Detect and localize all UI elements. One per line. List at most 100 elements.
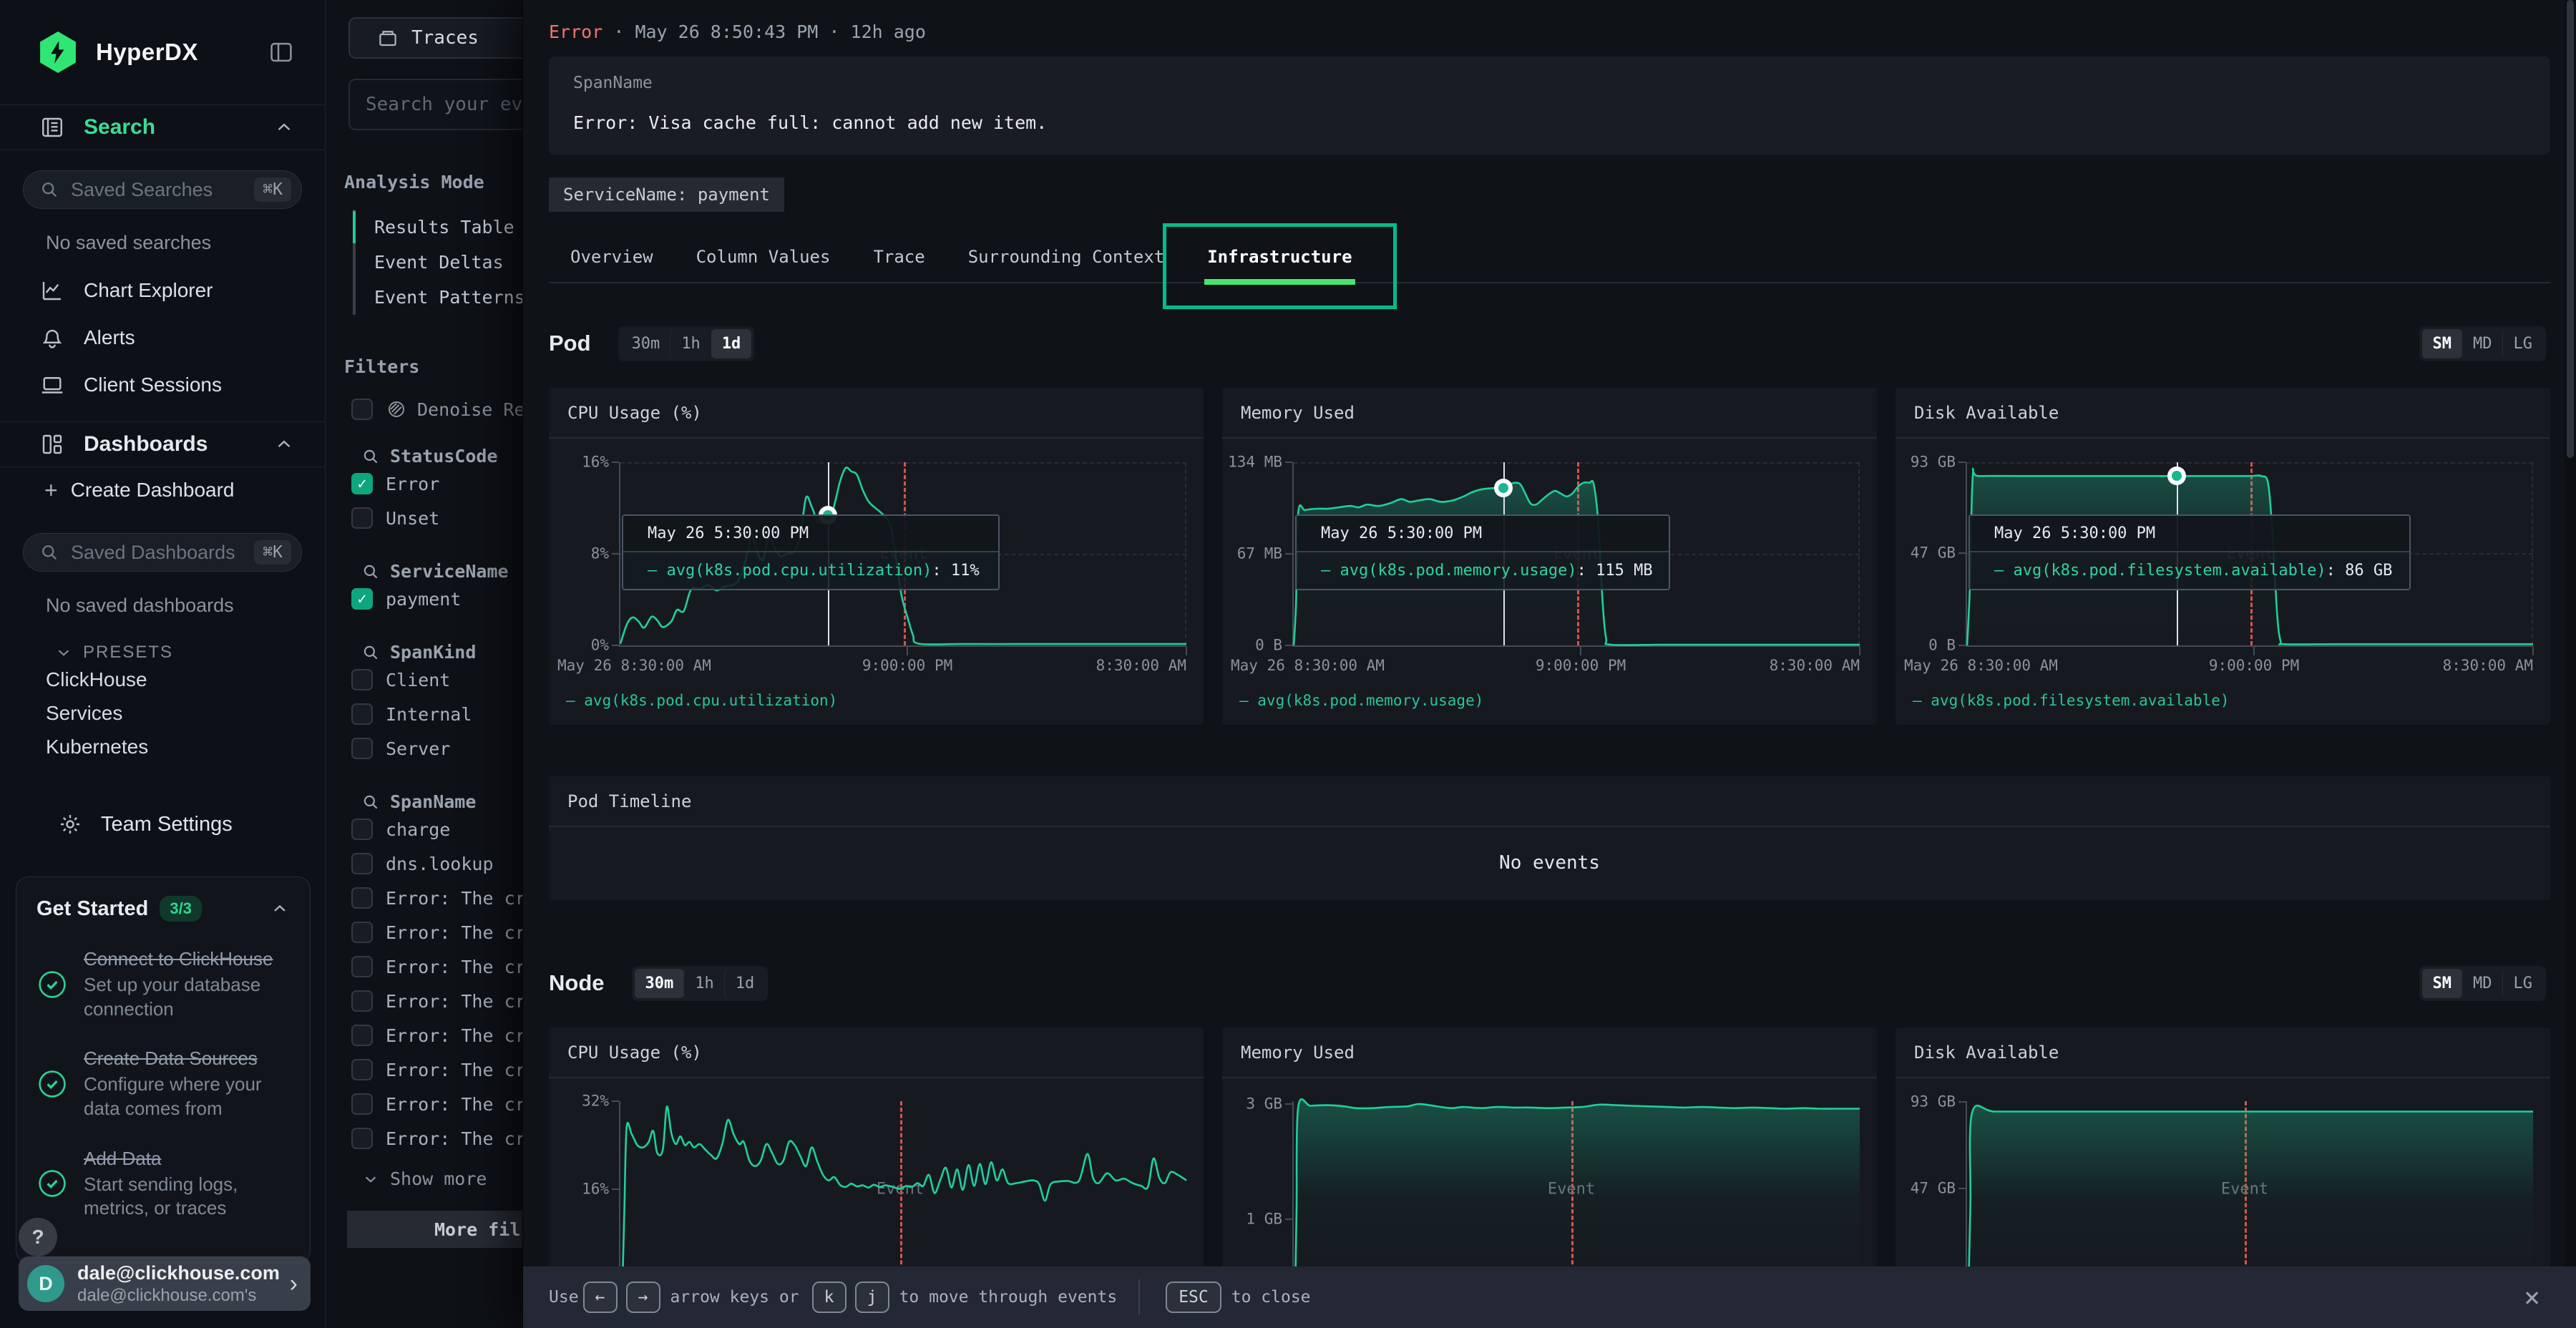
filter-option[interactable]: ✓ payment: [326, 582, 540, 616]
chart-plot-area[interactable]: Event: [612, 1100, 1187, 1266]
checkbox-unchecked[interactable]: [351, 738, 373, 759]
checkbox-unchecked[interactable]: [351, 703, 373, 725]
denoise-results-toggle[interactable]: Denoise Re: [351, 399, 540, 420]
scrollbar-thumb[interactable]: [2567, 0, 2574, 458]
checkbox-checked[interactable]: ✓: [351, 473, 373, 494]
segment-30m[interactable]: 30m: [634, 968, 685, 998]
search-icon[interactable]: [361, 447, 380, 466]
pod-memory-chart[interactable]: Memory Used Event May 26 5:30:00 PM — avg…: [1222, 388, 1877, 725]
analysis-mode-event-deltas[interactable]: Event Deltas: [356, 245, 540, 280]
segment-md[interactable]: MD: [2462, 329, 2503, 358]
checkbox-unchecked[interactable]: [351, 990, 373, 1012]
saved-dashboards-input[interactable]: Saved Dashboards ⌘K: [23, 533, 302, 572]
node-memory-chart[interactable]: Memory Used Event 3 GB 1 GB: [1222, 1027, 1877, 1266]
source-select[interactable]: Traces: [348, 17, 540, 59]
sidebar-preset-services[interactable]: Services: [0, 696, 325, 730]
segment-1h[interactable]: 1h: [670, 329, 711, 358]
analysis-mode-event-patterns[interactable]: Event Patterns: [356, 280, 540, 315]
checkbox-unchecked[interactable]: [351, 507, 373, 529]
checkbox-unchecked[interactable]: [351, 956, 373, 977]
filter-option[interactable]: Server: [326, 731, 540, 766]
chart-plot-area[interactable]: Event May 26 5:30:00 PM — avg(k8s.pod.fi…: [1958, 462, 2534, 655]
get-started-item[interactable]: Connect to ClickHouse Set up your databa…: [36, 947, 290, 1021]
search-icon[interactable]: [361, 643, 380, 662]
tab-overview[interactable]: Overview: [549, 232, 675, 282]
more-filters-button[interactable]: More fil: [347, 1211, 540, 1248]
checkbox-unchecked[interactable]: [351, 922, 373, 943]
segment-sm[interactable]: SM: [2421, 968, 2462, 998]
chart-plot-area[interactable]: Event May 26 5:30:00 PM — avg(k8s.pod.cp…: [612, 462, 1187, 655]
tab-column-values[interactable]: Column Values: [675, 232, 852, 282]
saved-dashboards-placeholder: Saved Dashboards: [71, 541, 235, 563]
event-search-input[interactable]: Search your ev: [348, 79, 540, 130]
search-icon[interactable]: [361, 562, 380, 581]
chart-plot-area[interactable]: Event: [1285, 1098, 1860, 1266]
filter-option[interactable]: Error: The cr: [326, 949, 540, 984]
checkbox-unchecked[interactable]: [351, 819, 373, 840]
segment-1d[interactable]: 1d: [725, 969, 766, 998]
presets-toggle[interactable]: PRESETS: [44, 643, 325, 663]
checkbox-unchecked[interactable]: [351, 1093, 373, 1115]
filter-option[interactable]: Error: The cr: [326, 915, 540, 949]
help-button[interactable]: ?: [19, 1218, 57, 1256]
filter-option[interactable]: Error: The cr: [326, 1121, 540, 1156]
filter-option[interactable]: Error: The cr: [326, 1087, 540, 1121]
analysis-mode-results-table[interactable]: Results Table: [353, 210, 540, 245]
tab-surrounding-context[interactable]: Surrounding Context: [947, 232, 1186, 282]
sidebar-item-team-settings[interactable]: Team Settings: [0, 801, 325, 848]
search-icon[interactable]: [361, 793, 380, 811]
chevron-up-icon[interactable]: [270, 899, 290, 919]
checkbox-unchecked[interactable]: [351, 669, 373, 690]
chart-plot-area[interactable]: Event: [1958, 1101, 2533, 1266]
filter-option[interactable]: Client: [326, 663, 540, 697]
pod-disk-chart[interactable]: Disk Available Event May 26 5:30:00 PM — …: [1896, 388, 2550, 725]
analysis-mode-label: Event Deltas: [374, 252, 504, 273]
segment-md[interactable]: MD: [2462, 969, 2503, 998]
checkbox-unchecked[interactable]: [351, 887, 373, 909]
filter-option[interactable]: dns.lookup: [326, 846, 540, 881]
filter-option[interactable]: Error: The cr: [326, 984, 540, 1018]
node-cpu-chart[interactable]: CPU Usage (%) Event 32% 16%: [549, 1027, 1204, 1266]
sidebar-preset-clickhouse[interactable]: ClickHouse: [0, 663, 325, 696]
tab-infrastructure[interactable]: Infrastructure: [1163, 223, 1397, 309]
show-more-toggle[interactable]: Show more: [351, 1168, 540, 1189]
collapse-sidebar-icon[interactable]: [268, 39, 295, 66]
sidebar-item-dashboards[interactable]: Dashboards: [0, 421, 325, 467]
sidebar-item-chart-explorer[interactable]: Chart Explorer: [0, 267, 325, 314]
checkbox-unchecked[interactable]: [351, 399, 373, 420]
checkbox-unchecked[interactable]: [351, 1128, 373, 1149]
checkbox-unchecked[interactable]: [351, 1025, 373, 1046]
service-name-tag[interactable]: ServiceName: payment: [549, 177, 784, 212]
checkbox-unchecked[interactable]: [351, 1059, 373, 1080]
sidebar-item-client-sessions[interactable]: Client Sessions: [0, 361, 325, 409]
filter-option[interactable]: Unset: [326, 501, 540, 535]
user-menu[interactable]: D dale@clickhouse.com dale@clickhouse.co…: [19, 1256, 311, 1311]
segment-lg[interactable]: LG: [2503, 969, 2544, 998]
filter-option[interactable]: Error: The cr: [326, 881, 540, 915]
filter-option[interactable]: Error: The cr: [326, 1053, 540, 1087]
checkbox-unchecked[interactable]: [351, 853, 373, 874]
sidebar-item-search[interactable]: Search: [0, 104, 325, 150]
segment-1d[interactable]: 1d: [711, 328, 752, 358]
filter-option[interactable]: ✓ Error: [326, 467, 540, 501]
node-disk-chart[interactable]: Disk Available Event 93 GB 47 GB: [1896, 1027, 2550, 1266]
get-started-item[interactable]: Add Data Start sending logs, metrics, or…: [36, 1147, 290, 1221]
saved-searches-input[interactable]: Saved Searches ⌘K: [23, 170, 302, 209]
scrollbar[interactable]: [2565, 0, 2576, 1266]
get-started-item[interactable]: Create Data Sources Configure where your…: [36, 1047, 290, 1120]
segment-lg[interactable]: LG: [2503, 329, 2544, 358]
sidebar-item-alerts[interactable]: Alerts: [0, 314, 325, 361]
tab-trace[interactable]: Trace: [852, 232, 946, 282]
filter-option[interactable]: Internal: [326, 697, 540, 731]
sidebar-preset-kubernetes[interactable]: Kubernetes: [0, 730, 325, 763]
pod-cpu-chart[interactable]: CPU Usage (%) Event May 26 5:30:00 PM — a…: [549, 388, 1204, 725]
segment-1h[interactable]: 1h: [684, 969, 725, 998]
checkbox-checked[interactable]: ✓: [351, 588, 373, 610]
segment-sm[interactable]: SM: [2421, 328, 2462, 358]
create-dashboard-button[interactable]: + Create Dashboard: [0, 467, 325, 513]
segment-30m[interactable]: 30m: [631, 334, 660, 353]
chart-plot-area[interactable]: Event May 26 5:30:00 PM — avg(k8s.pod.me…: [1285, 462, 1860, 655]
filter-option[interactable]: Error: The cr: [326, 1018, 540, 1053]
filter-option[interactable]: charge: [326, 812, 540, 846]
close-icon[interactable]: ×: [2524, 1281, 2540, 1313]
